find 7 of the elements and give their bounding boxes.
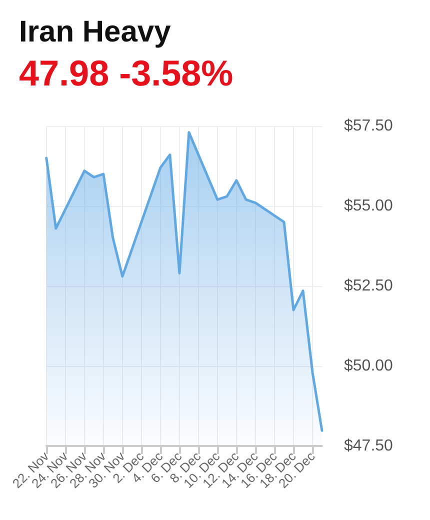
y-tick-label: $50.00 <box>344 358 394 374</box>
chart-title: Iran Heavy <box>19 16 172 48</box>
y-tick-label: $52.50 <box>344 278 394 294</box>
y-tick-label: $55.00 <box>344 198 394 214</box>
y-tick-label: $47.50 <box>344 438 394 454</box>
chart-subtitle: 47.98 -3.58% <box>19 52 234 94</box>
y-tick-label: $57.50 <box>344 118 394 134</box>
